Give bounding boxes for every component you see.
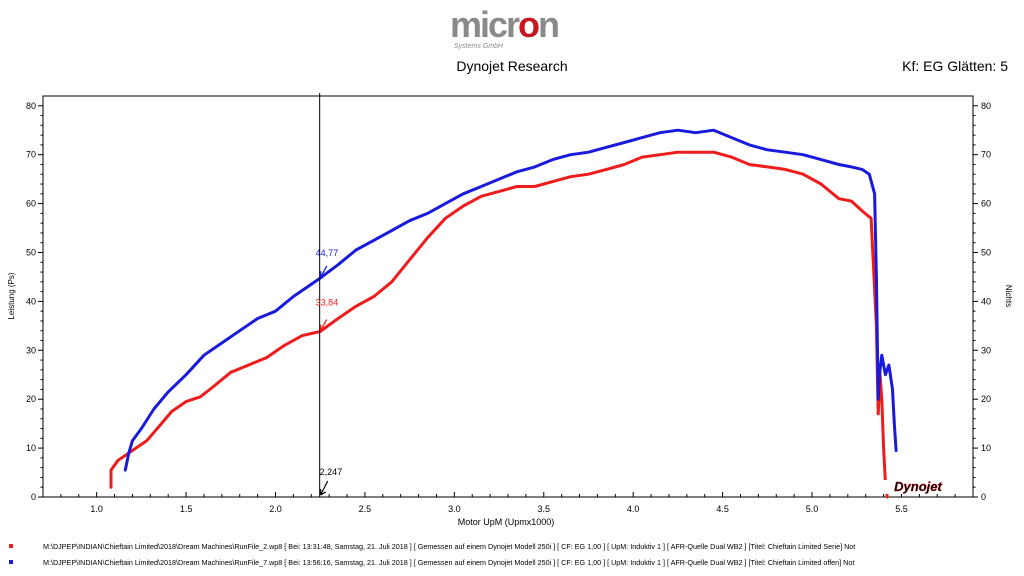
y-tick-label: 50 [26, 247, 36, 257]
y2-tick-label: 40 [981, 296, 991, 306]
series-group [109, 128, 898, 499]
cursor-x-value: 2,247 [320, 467, 343, 477]
y-tick-label: 0 [31, 492, 36, 502]
x-tick-label: 2.0 [269, 504, 282, 514]
run2-file-info: M:\DJPEP\INDIAN\Chieftain Limited\2018\D… [43, 558, 855, 567]
y-tick-label: 10 [26, 443, 36, 453]
y-tick-label: 40 [26, 296, 36, 306]
y-tick-label: 30 [26, 345, 36, 355]
y2-tick-label: 10 [981, 443, 991, 453]
logo-subtitle: Systems GmbH [454, 43, 504, 50]
x-tick-label: 4.0 [627, 504, 640, 514]
cursor-value-label: 44,77 [316, 248, 339, 258]
x-tick-label: 5.0 [806, 504, 819, 514]
run-file-line-1: M:\DJPEP\INDIAN\Chieftain Limited\2018\D… [9, 542, 856, 551]
y-axis-label: Leistung (Ps) [7, 272, 16, 319]
x-tick-label: 3.5 [538, 504, 551, 514]
cursor-labels: 2,247 33,84 44,77 [316, 248, 343, 496]
y2-tick-label: 50 [981, 247, 991, 257]
x-axis-label: Motor UpM (Upmx1000) [458, 517, 555, 527]
y2-tick-label: 60 [981, 199, 991, 209]
y2-tick-label: 80 [981, 101, 991, 111]
run1-marker [9, 544, 13, 548]
plot-area [42, 95, 974, 498]
dynojet-watermark: Dynojet [870, 479, 968, 494]
y2-tick-label: 30 [981, 345, 991, 355]
run-file-line-2: M:\DJPEP\INDIAN\Chieftain Limited\2018\D… [9, 558, 855, 567]
logo: micron [450, 4, 560, 46]
y-axis-left: 0 10 20 30 40 50 60 70 80 [26, 101, 43, 502]
y-axis-right: 0 10 20 30 40 50 60 70 80 [973, 101, 991, 502]
logo-text: micron [450, 4, 560, 45]
chart-title: Dynojet Research [456, 58, 568, 74]
y2-tick-label: 20 [981, 394, 991, 404]
y-tick-label: 80 [26, 101, 36, 111]
smoothing-filter-label: Kf: EG Glätten: 5 [902, 58, 1008, 74]
run2-marker [9, 560, 13, 564]
x-tick-label: 1.5 [180, 504, 193, 514]
series-line-1 [109, 150, 889, 499]
series-line-2 [123, 128, 898, 472]
cursor-value-label: 33,84 [316, 298, 339, 308]
y2-tick-label: 0 [981, 492, 986, 502]
y-tick-label: 70 [26, 150, 36, 160]
x-tick-label: 5.5 [895, 504, 908, 514]
cursor-value-arrow [320, 265, 328, 278]
cursor-value-arrow [320, 319, 328, 332]
y-tick-label: 60 [26, 199, 36, 209]
x-tick-label: 4.5 [716, 504, 729, 514]
x-tick-label: 2.5 [359, 504, 372, 514]
watermark-text: Dynojet [894, 479, 942, 494]
x-axis: 1.0 1.5 2.0 2.5 3.0 3.5 4.0 4.5 5.0 5.5 [42, 492, 974, 514]
y2-tick-label: 70 [981, 150, 991, 160]
x-tick-label: 3.0 [448, 504, 461, 514]
y-tick-label: 20 [26, 394, 36, 404]
x-tick-label: 1.0 [90, 504, 103, 514]
cursor-x-arrow [320, 480, 329, 496]
y2-axis-label: Nichts [1004, 285, 1013, 307]
run1-file-info: M:\DJPEP\INDIAN\Chieftain Limited\2018\D… [43, 542, 856, 551]
